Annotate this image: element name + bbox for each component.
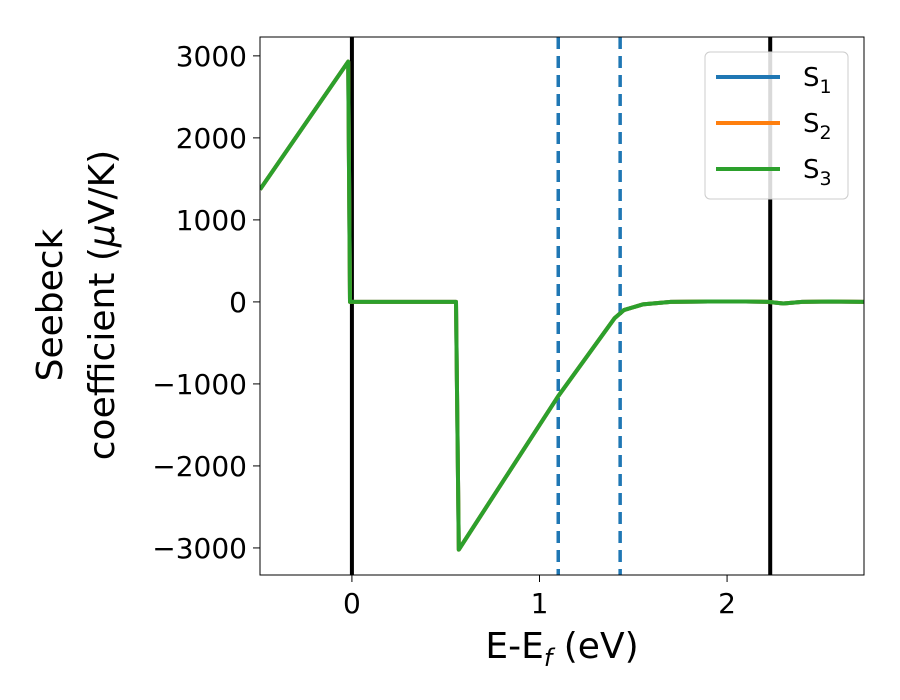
y-tick-label: −2000 — [152, 450, 247, 483]
x-tick-label: 1 — [531, 587, 549, 620]
y-axis-label-coefficient: coefficient ( — [82, 247, 123, 460]
legend-box — [704, 51, 849, 200]
y-axis-label-line2: coefficient (μV/K) — [82, 150, 123, 460]
legend-label-s3: S3 — [803, 155, 832, 190]
y-tick-label: 0 — [229, 286, 247, 319]
legend: S1 S2 S3 — [704, 51, 849, 200]
x-axis-label: E-Ef (eV) — [485, 626, 638, 672]
y-axis-ticks: −3000 −2000 −1000 0 1000 2000 3000 — [152, 40, 260, 565]
y-tick-label: −3000 — [152, 532, 247, 565]
x-tick-label: 2 — [718, 587, 736, 620]
x-axis-ticks: 0 1 2 — [343, 575, 736, 620]
plot-frame — [259, 36, 865, 576]
x-axis-label-main: E-E — [485, 626, 543, 667]
y-axis-label-mu: μ — [82, 224, 123, 248]
y-axis-label: Seebeck coefficient (μV/K) — [30, 150, 123, 460]
y-tick-label: 1000 — [176, 204, 247, 237]
y-tick-label: 2000 — [176, 122, 247, 155]
y-tick-label: 3000 — [176, 40, 247, 73]
x-tick-label: 0 — [343, 587, 361, 620]
y-axis-label-unit: V/K) — [82, 150, 123, 224]
y-axis-label-line1: Seebeck — [30, 228, 71, 381]
legend-label-s2: S2 — [803, 109, 832, 144]
series-line-s3 — [260, 59, 864, 552]
y-tick-label: −1000 — [152, 368, 247, 401]
x-axis-label-unit: (eV) — [552, 626, 638, 667]
legend-label-s1: S1 — [803, 63, 832, 98]
